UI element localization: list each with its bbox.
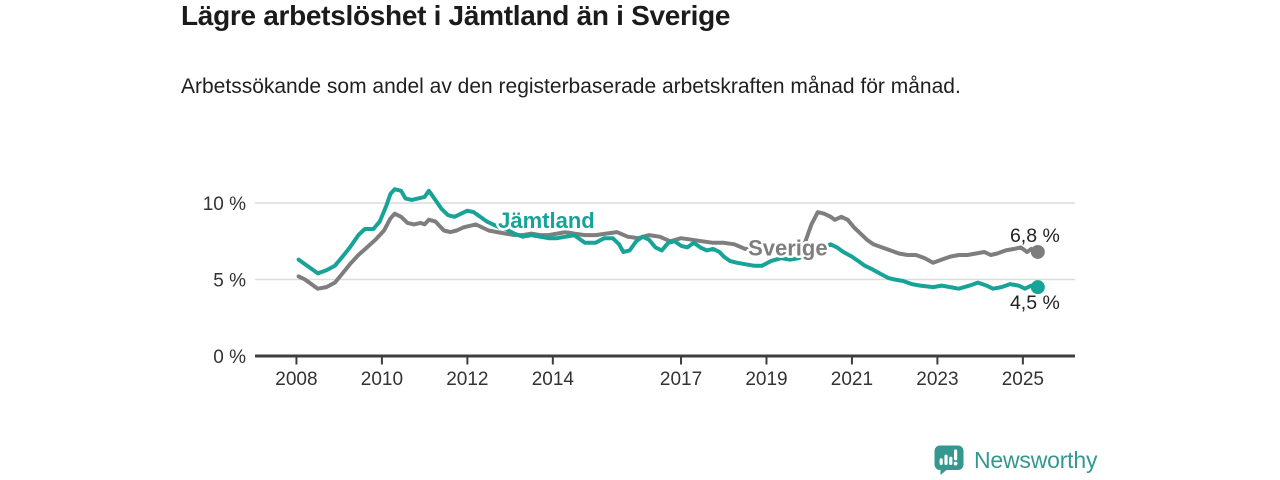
x-tick-label-2008: 2008 <box>275 369 317 390</box>
x-tick-label-2017: 2017 <box>660 369 702 390</box>
end-dot-sverige <box>1030 244 1045 259</box>
line-sverige <box>296 210 1040 291</box>
series-label-jamtland: Jämtland <box>498 208 595 233</box>
end-label-jamtland: 4,5 % <box>1010 292 1060 314</box>
brand-name: Newsworthy <box>974 446 1098 473</box>
y-tick-label-10: 10 % <box>203 194 246 215</box>
end-dot-jamtland <box>1030 280 1045 295</box>
x-tick-label-2010: 2010 <box>361 369 403 390</box>
brand-footer: Newsworthy <box>933 444 1097 476</box>
x-tick-label-2025: 2025 <box>1002 369 1044 390</box>
x-tick-label-2023: 2023 <box>916 369 958 390</box>
x-tick-label-2012: 2012 <box>446 369 488 390</box>
x-tick-label-2019: 2019 <box>745 369 787 390</box>
x-tick-label-2014: 2014 <box>532 369 575 390</box>
chart-title: Lägre arbetslöshet i Jämtland än i Sveri… <box>181 0 731 31</box>
y-tick-label-5: 5 % <box>213 271 246 292</box>
chart-subtitle: Arbetssökande som andel av den registerb… <box>181 75 961 98</box>
line-jamtland <box>296 187 1040 291</box>
x-tick-label-2021: 2021 <box>831 369 873 390</box>
y-tick-label-0: 0 % <box>213 347 246 368</box>
newsworthy-logo-icon <box>934 445 964 475</box>
end-label-sverige: 6,8 % <box>1010 225 1060 247</box>
series-label-sverige: Sverige <box>748 235 828 260</box>
